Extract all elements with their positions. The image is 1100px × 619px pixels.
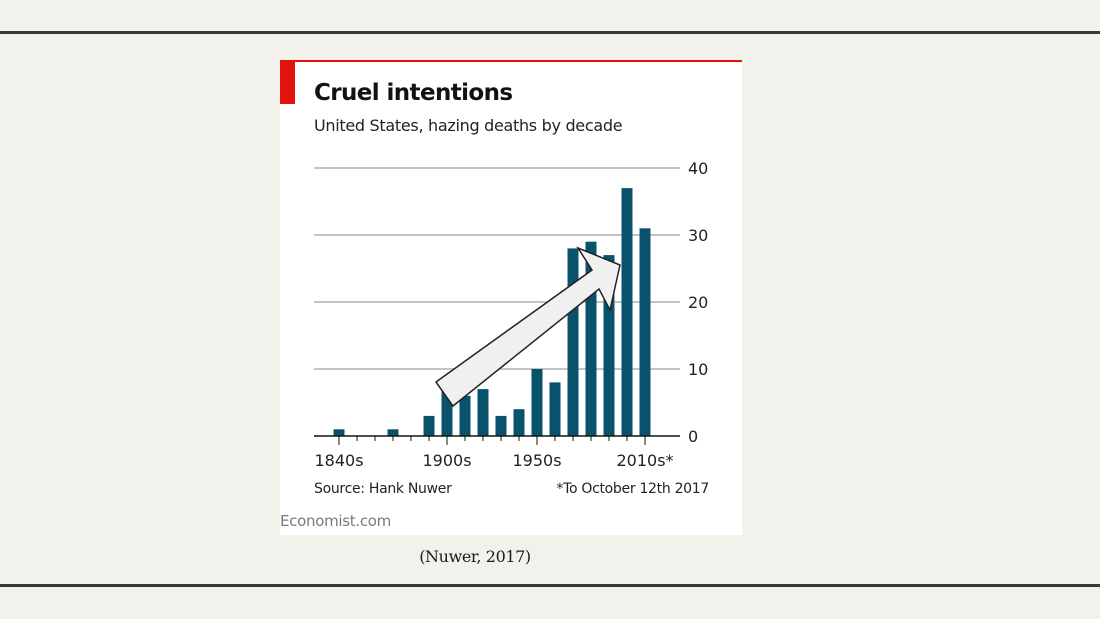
- y-tick-label: 30: [688, 226, 708, 245]
- bar: [531, 369, 543, 436]
- y-tick-label: 40: [688, 159, 708, 178]
- top-rule: [0, 31, 1100, 34]
- y-tick-label: 0: [688, 427, 698, 446]
- economist-logo-text: Economist.com: [280, 512, 391, 530]
- bar: [513, 409, 525, 436]
- bar: [585, 241, 597, 436]
- bar: [639, 228, 651, 436]
- footnote: *To October 12th 2017: [556, 481, 709, 497]
- chart-card: Cruel intentions United States, hazing d…: [280, 60, 742, 535]
- bar: [603, 255, 615, 436]
- x-tick-label: 1840s: [314, 451, 363, 470]
- title-rule: [280, 60, 742, 62]
- bar: [387, 429, 399, 436]
- figure-caption: (Nuwer, 2017): [419, 547, 531, 566]
- bar: [333, 429, 345, 436]
- x-tick-label: 1950s: [512, 451, 561, 470]
- bar: [621, 188, 633, 436]
- source-note: Source: Hank Nuwer: [314, 481, 452, 497]
- bar-chart: 0 10 20 30 40 1840s 1900s 1950s 2010s*: [314, 159, 708, 470]
- bar: [423, 415, 435, 436]
- red-flag-marker: [280, 60, 295, 104]
- bar: [459, 395, 471, 436]
- trend-arrow-icon: [434, 246, 621, 408]
- y-tick-label: 20: [688, 293, 708, 312]
- bar: [477, 389, 489, 436]
- chart-title: Cruel intentions: [314, 80, 513, 106]
- bar: [567, 248, 579, 436]
- bar: [549, 382, 561, 436]
- chart-subtitle: United States, hazing deaths by decade: [314, 116, 623, 135]
- x-tick-label: 1900s: [422, 451, 471, 470]
- x-tick-label: 2010s*: [616, 451, 673, 470]
- y-tick-label: 10: [688, 360, 708, 379]
- bottom-rule: [0, 584, 1100, 587]
- bar: [495, 415, 507, 436]
- bar: [441, 389, 453, 436]
